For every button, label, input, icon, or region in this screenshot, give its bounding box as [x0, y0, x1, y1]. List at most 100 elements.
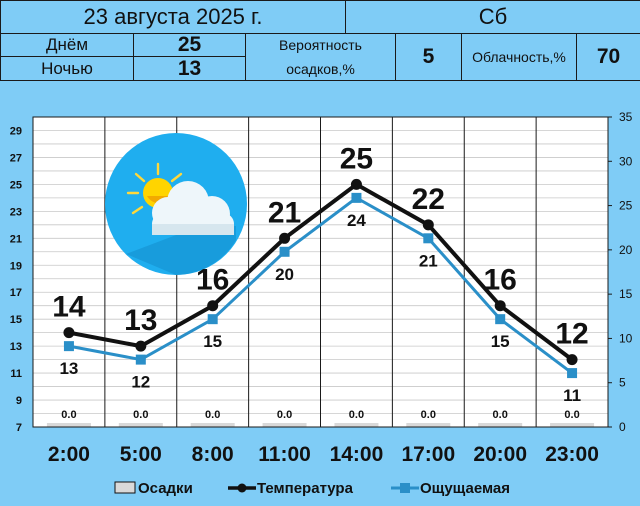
feels-like-label: 21	[419, 251, 438, 270]
precip-bar	[406, 423, 451, 427]
precip-bar	[550, 423, 595, 427]
y-left-tick-label: 25	[10, 179, 22, 191]
y-right-tick-label: 25	[619, 199, 633, 213]
y-right-tick-label: 5	[619, 376, 626, 390]
temperature-point	[135, 340, 147, 352]
x-tick-label: 11:00	[258, 443, 311, 466]
feels-like-point	[495, 314, 506, 325]
legend-label-feels-like: Ощущаемая	[420, 480, 510, 497]
precipitation-bars	[46, 423, 595, 427]
precip-bar	[190, 423, 235, 427]
precip-prob-label-line2: осадков,%	[286, 61, 355, 77]
legend-label-precip: Осадки	[138, 480, 193, 497]
temperature-point	[494, 300, 506, 312]
feels-like-label: 12	[131, 373, 150, 392]
temperature-point	[207, 300, 219, 312]
precip-prob-label-cell: Вероятность осадков,%	[245, 33, 396, 81]
temperature-label: 25	[340, 142, 373, 175]
data-labels: 14 13 16 21 25 22 16 12 13 12 15 20 24 21 15 11 0.0 0.0 0.…	[52, 142, 589, 421]
y-left-tick-label: 9	[16, 395, 22, 407]
feels-like-label: 15	[491, 332, 510, 351]
feels-like-label: 20	[275, 265, 294, 284]
temperature-label: 22	[412, 183, 445, 216]
precip-label: 0.0	[349, 409, 364, 421]
precip-label: 0.0	[564, 409, 579, 421]
feels-like-label: 24	[347, 211, 366, 230]
x-tick-label: 23:00	[545, 443, 599, 466]
x-tick-label: 2:00	[48, 443, 90, 466]
axes: 7 9 11 13 15 17 19 21 23 25 27 29 0 5 10 15 20 25 30 35 2:00…	[10, 110, 633, 466]
precip-bar	[478, 423, 523, 427]
legend-label-temperature: Температура	[257, 480, 354, 497]
feels-like-label: 13	[59, 359, 78, 378]
temperature-label: 16	[196, 264, 229, 297]
y-left-tick-label: 29	[10, 125, 22, 137]
y-right-tick-label: 30	[619, 154, 633, 168]
precip-label: 0.0	[205, 409, 220, 421]
y-left-tick-label: 27	[10, 152, 22, 164]
precip-label: 0.0	[493, 409, 508, 421]
precip-label: 0.0	[133, 409, 148, 421]
y-left-tick-label: 15	[10, 314, 22, 326]
legend-item-feels-like: Ощущаемая	[391, 480, 510, 497]
y-left-tick-label: 17	[10, 287, 22, 299]
temperature-point	[279, 232, 291, 244]
precip-label: 0.0	[277, 409, 292, 421]
temperature-point	[566, 354, 578, 366]
precip-bar	[118, 423, 163, 427]
precip-bar	[46, 423, 91, 427]
series-lines	[63, 178, 578, 379]
x-tick-label: 5:00	[120, 443, 162, 466]
precip-label: 0.0	[61, 409, 76, 421]
night-label: Ночью	[41, 58, 93, 78]
weekday-text: Сб	[478, 4, 508, 29]
precip-bar	[262, 423, 307, 427]
feels-like-point	[207, 314, 218, 325]
x-tick-label: 14:00	[330, 443, 384, 466]
cloud-value-cell: 70	[576, 33, 640, 81]
y-left-tick-label: 7	[16, 422, 22, 434]
date-text: 23 августа 2025 г.	[83, 4, 263, 29]
temperature-label: 14	[52, 291, 86, 324]
y-left-tick-label: 19	[10, 260, 22, 272]
feels-like-point	[351, 192, 362, 203]
temperature-label: 13	[124, 304, 157, 337]
legend-swatch-precip	[114, 481, 136, 494]
precip-bar	[334, 423, 379, 427]
legend-item-temperature: Температура	[228, 480, 354, 497]
y-left-tick-label: 23	[10, 206, 22, 218]
y-left-tick-label: 13	[10, 341, 22, 353]
temperature-label: 21	[268, 196, 301, 229]
feels-like-point	[63, 341, 74, 352]
day-temperature: 25	[177, 33, 202, 56]
temperature-point	[63, 327, 75, 339]
feels-like-line	[68, 196, 573, 375]
x-tick-label: 20:00	[473, 443, 527, 466]
feels-like-point	[423, 233, 434, 244]
feels-like-label: 15	[203, 332, 222, 351]
cloud-value: 70	[596, 45, 621, 68]
y-right-tick-label: 20	[619, 243, 633, 257]
day-label: Днём	[45, 35, 89, 54]
temperature-label: 16	[484, 264, 517, 297]
partly-cloudy-icon	[105, 133, 247, 275]
temperature-point	[422, 219, 434, 231]
night-temperature: 13	[177, 56, 202, 80]
precip-prob-label-line1: Вероятность	[279, 37, 362, 53]
feels-like-point	[135, 354, 146, 365]
x-tick-label: 17:00	[401, 443, 455, 466]
y-right-tick-label: 10	[619, 331, 633, 345]
temperature-label: 12	[555, 318, 588, 351]
y-right-tick-label: 0	[619, 420, 626, 434]
y-right-tick-label: 35	[619, 110, 633, 124]
feels-like-point	[279, 246, 290, 257]
legend: Осадки Температура Ощущаемая	[114, 480, 510, 497]
temperature-line	[68, 182, 574, 362]
legend-item-precip: Осадки	[114, 480, 193, 497]
cloud-label: Облачность,%	[472, 49, 566, 65]
precip-prob-value: 5	[422, 45, 435, 68]
feels-like-point	[567, 368, 578, 379]
precip-label: 0.0	[421, 409, 436, 421]
temperature-point	[350, 178, 362, 190]
